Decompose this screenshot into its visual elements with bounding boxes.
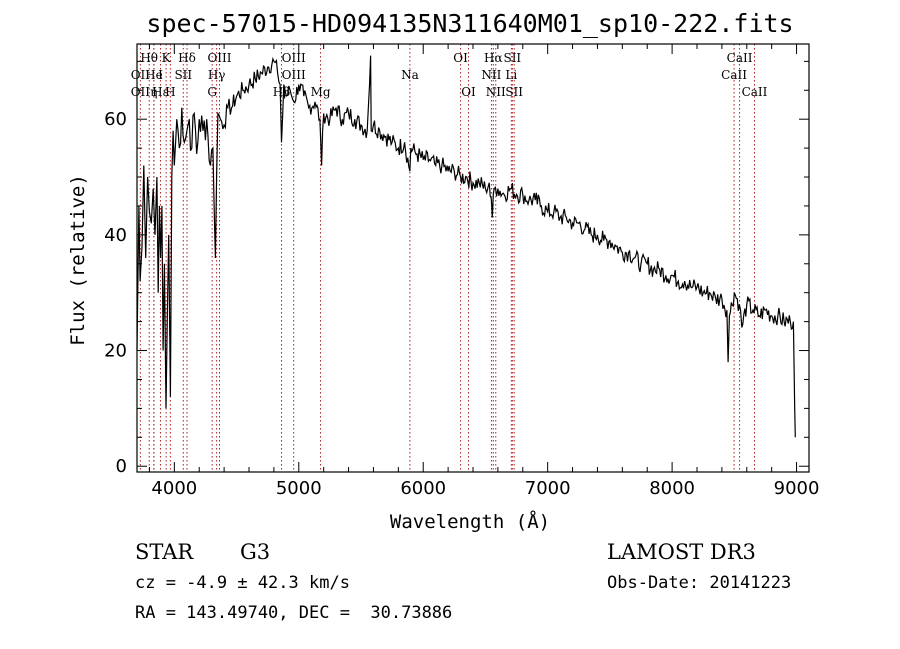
y-axis-label: Flux (relative) bbox=[67, 174, 89, 346]
flux-series-line bbox=[136, 55, 796, 438]
spectral-line-label: K bbox=[162, 51, 172, 65]
spectral-line-label: SII bbox=[503, 51, 521, 65]
spectral-line-label: Mg bbox=[311, 85, 331, 99]
y-tick-label: 0 bbox=[116, 456, 127, 477]
obs-date: Obs-Date: 20141223 bbox=[607, 573, 792, 593]
spectral-line-label: G bbox=[207, 85, 217, 99]
x-tick-label: 8000 bbox=[649, 478, 695, 499]
spectral-line-label: OI bbox=[461, 85, 476, 99]
spectral-line-label: CaII bbox=[742, 85, 768, 99]
spectral-line-label: Hε bbox=[152, 85, 169, 99]
spectral-line-label: He bbox=[145, 68, 163, 82]
spectral-line-label: Hδ bbox=[178, 51, 196, 65]
spectral-line-label: NII bbox=[486, 85, 506, 99]
x-tick-label: 6000 bbox=[400, 478, 446, 499]
spectral-line-label: OII bbox=[131, 85, 151, 99]
spectral-line-label: Li bbox=[505, 68, 517, 82]
spectral-line-label: NII bbox=[481, 68, 501, 82]
spectral-line-label: SII bbox=[174, 68, 192, 82]
spectral-line-label: I bbox=[158, 68, 163, 82]
survey-name: LAMOST DR3 bbox=[607, 540, 756, 564]
spectral-line-label: Na bbox=[401, 68, 419, 82]
spectral-line-label: CaII bbox=[721, 68, 747, 82]
spectral-line-label: OI bbox=[453, 51, 468, 65]
x-tick-label: 9000 bbox=[774, 478, 820, 499]
x-tick-label: 5000 bbox=[276, 478, 322, 499]
x-tick-label: 7000 bbox=[525, 478, 571, 499]
spectral-line-label: OIII bbox=[282, 51, 306, 65]
plot-frame bbox=[136, 43, 810, 473]
chart-title: spec-57015-HD094135N311640M01_sp10-222.f… bbox=[146, 9, 793, 38]
spectral-line-label: CaII bbox=[727, 51, 753, 65]
coordinates: RA = 143.49740, DEC = 30.73886 bbox=[135, 603, 453, 623]
spectral-line-label: Hθ bbox=[140, 51, 158, 65]
spectral-line-label: OIII bbox=[282, 68, 306, 82]
y-tick-label: 40 bbox=[104, 225, 127, 246]
spectral-line-label: H bbox=[165, 85, 175, 99]
object-type: STAR bbox=[135, 540, 194, 564]
axis-ticks: 4000 5000 6000 7000 8000 9000 0 20 40 60 bbox=[104, 44, 819, 499]
spectral-line-label: SII bbox=[505, 85, 523, 99]
x-tick-label: 4000 bbox=[151, 478, 197, 499]
y-tick-label: 20 bbox=[104, 341, 127, 362]
x-axis-label: Wavelength (Å) bbox=[390, 510, 550, 533]
spectral-line-label: OII bbox=[131, 68, 151, 82]
y-tick-label: 60 bbox=[104, 109, 127, 130]
spectral-line-label: OIII bbox=[207, 51, 231, 65]
spectral-line-label: η bbox=[150, 85, 157, 99]
redshift-text: cz = -4.9 ± 42.3 km/s bbox=[135, 573, 350, 593]
spectral-line-label: Hγ bbox=[208, 68, 226, 82]
spectral-line-markers bbox=[139, 44, 755, 472]
spectral-subclass: G3 bbox=[240, 540, 271, 564]
spectral-line-label: Hα bbox=[484, 51, 503, 65]
